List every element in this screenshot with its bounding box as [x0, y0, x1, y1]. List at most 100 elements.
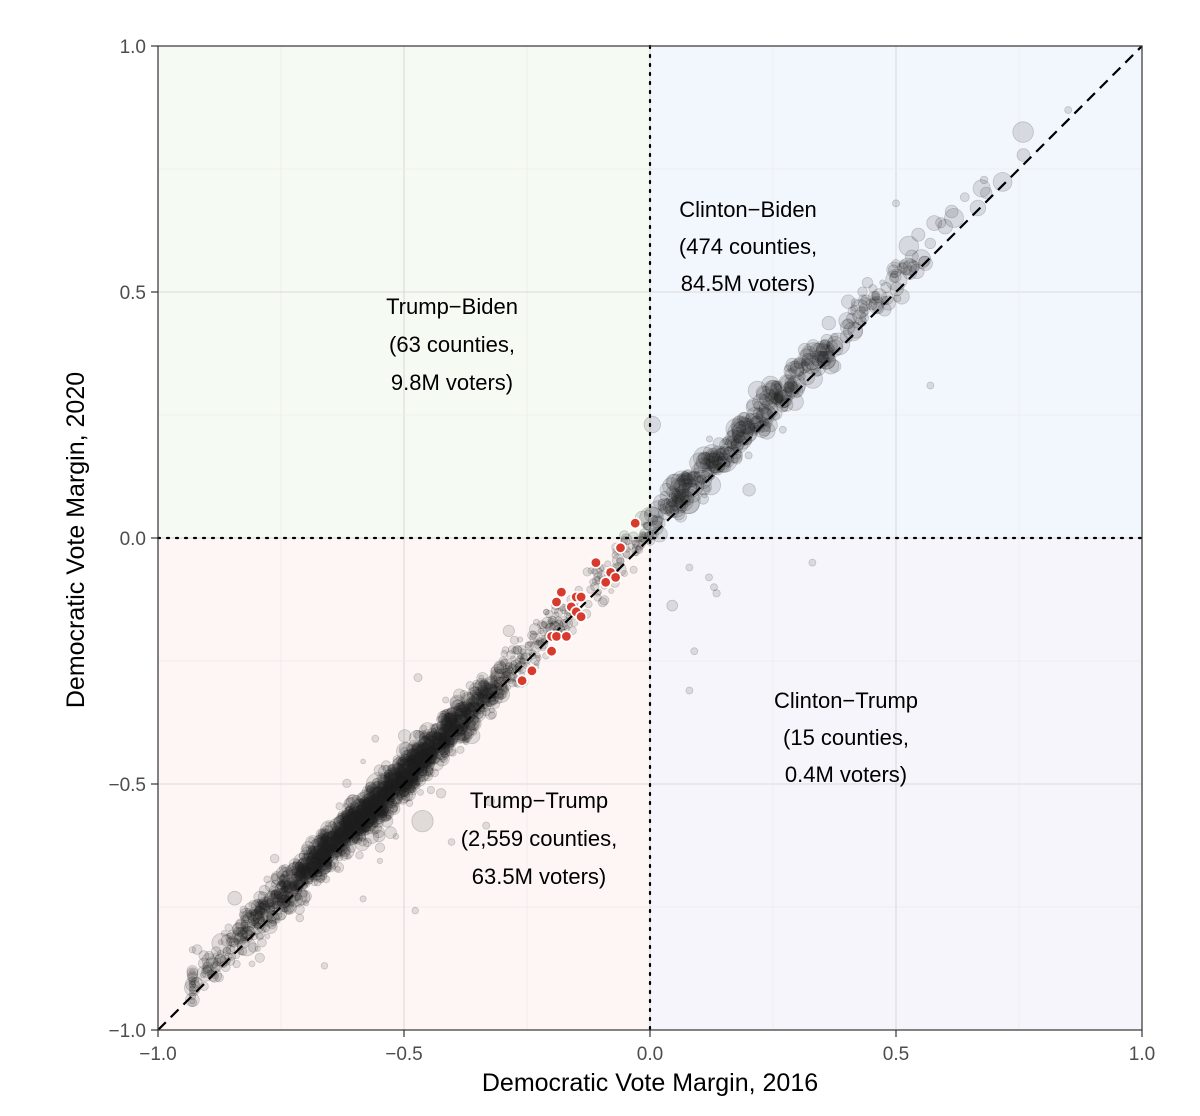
county-point	[341, 815, 350, 823]
county-point	[384, 779, 395, 790]
y-tick-label: 0.5	[120, 283, 146, 304]
county-point	[722, 455, 735, 468]
county-point	[310, 839, 331, 861]
county-point	[440, 748, 449, 758]
county-point	[335, 827, 344, 835]
county-point	[447, 726, 455, 734]
county-point	[747, 380, 768, 401]
county-point	[480, 691, 488, 698]
county-point	[411, 809, 434, 833]
highlighted-county-point	[525, 664, 538, 677]
county-point	[842, 318, 854, 330]
county-point	[443, 723, 453, 733]
county-point	[387, 800, 396, 809]
county-point	[815, 342, 830, 357]
county-point	[357, 815, 366, 823]
county-point	[359, 823, 372, 836]
county-point	[444, 711, 458, 725]
county-point	[374, 842, 386, 853]
county-point	[438, 735, 445, 742]
county-point	[352, 810, 366, 824]
county-point	[419, 756, 435, 772]
county-point	[371, 787, 383, 799]
county-point	[436, 720, 448, 731]
county-point	[299, 888, 309, 898]
county-point	[455, 715, 461, 721]
county-point	[340, 837, 347, 844]
county-point	[378, 807, 386, 816]
county-point	[434, 737, 444, 747]
county-point	[445, 719, 456, 730]
county-point	[529, 630, 538, 639]
county-point	[937, 218, 953, 235]
county-point	[396, 794, 404, 802]
county-point	[417, 742, 434, 759]
county-point	[246, 919, 256, 929]
x-tick-label: 0.0	[637, 1044, 663, 1065]
county-point	[779, 375, 797, 393]
county-point	[639, 506, 664, 531]
county-point	[318, 877, 324, 884]
county-point	[394, 776, 404, 786]
county-point	[1012, 121, 1034, 143]
county-point	[725, 435, 740, 450]
county-point	[289, 873, 302, 886]
county-point	[409, 778, 420, 789]
county-point	[685, 563, 694, 572]
county-point	[408, 778, 418, 788]
county-point	[480, 694, 490, 704]
county-point	[378, 789, 385, 796]
county-point	[472, 716, 479, 723]
county-point	[270, 889, 280, 899]
county-point	[431, 731, 447, 747]
county-point	[360, 809, 369, 818]
county-point	[441, 714, 451, 724]
county-point	[414, 759, 423, 767]
county-point	[357, 795, 366, 803]
county-point	[446, 740, 453, 747]
county-point	[359, 798, 367, 807]
county-point	[256, 913, 265, 921]
county-point	[924, 237, 937, 250]
county-point	[349, 818, 356, 825]
county-point	[325, 831, 339, 846]
county-point	[384, 772, 393, 780]
county-point	[383, 768, 400, 784]
county-point	[320, 871, 328, 878]
county-point	[246, 909, 260, 922]
county-point	[808, 558, 817, 567]
county-point	[389, 779, 402, 791]
county-point	[413, 757, 420, 765]
county-point	[558, 622, 565, 628]
county-point	[404, 757, 418, 772]
county-point	[787, 380, 798, 391]
county-point	[693, 446, 716, 470]
county-point	[783, 360, 805, 382]
county-point	[364, 802, 375, 813]
county-point	[189, 979, 196, 986]
county-point	[744, 422, 755, 434]
county-point	[376, 857, 383, 865]
county-point	[426, 785, 435, 795]
label-trump-trump-voters: 63.5M voters)	[472, 864, 607, 889]
county-point	[370, 796, 382, 808]
county-point	[361, 799, 371, 809]
county-point	[710, 445, 727, 462]
county-point	[399, 787, 410, 798]
county-point	[355, 814, 364, 823]
county-point	[444, 722, 456, 734]
county-point	[313, 850, 320, 857]
county-point	[287, 869, 295, 877]
county-point	[892, 199, 900, 208]
county-point	[458, 722, 468, 732]
county-point	[700, 475, 722, 496]
county-point	[258, 884, 270, 896]
county-point	[461, 708, 473, 719]
county-point	[499, 676, 507, 684]
county-point	[452, 716, 459, 723]
county-point	[404, 759, 413, 768]
county-point	[484, 795, 496, 807]
county-point	[695, 479, 712, 496]
county-point	[284, 879, 292, 888]
county-point	[365, 781, 377, 793]
